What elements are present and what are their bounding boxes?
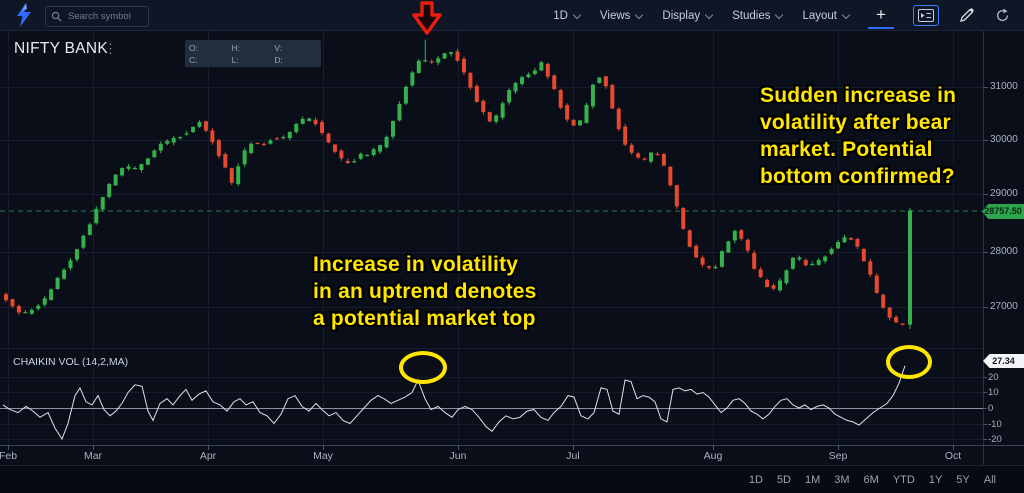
search-input[interactable] (66, 10, 143, 23)
range-button-all[interactable]: All (983, 473, 996, 486)
last-price-badge: 28757.50 (982, 204, 1024, 219)
menu-label: Layout (802, 10, 837, 22)
indicator-label[interactable]: CHAIKIN VOL (14,2,MA) (13, 356, 129, 368)
menu-label: Views (599, 10, 631, 22)
legend-column: O: C: (189, 41, 232, 66)
legend-field: H: (231, 42, 241, 53)
legend-field: L: (231, 54, 239, 65)
range-footer: 1D 5D 1M 3M 6M YTD 1Y 5Y All (0, 465, 1024, 493)
panel-toggle-icon (918, 8, 934, 22)
legend-field: V: (274, 42, 283, 53)
time-axis-label: Feb (0, 450, 18, 462)
candles-series (4, 39, 912, 329)
time-axis-label: Aug (703, 450, 723, 462)
menu-label: Display (662, 10, 701, 22)
range-button-ytd[interactable]: YTD (892, 473, 915, 486)
kebab-menu-icon[interactable]: ⋮ (104, 41, 117, 56)
range-button-5y[interactable]: 5Y (956, 473, 970, 486)
panel-toggle-button[interactable] (913, 4, 939, 26)
indicator-axis-label: 0 (988, 403, 994, 414)
annotation-line: Increase in volatility (313, 253, 519, 276)
legend-column: V: D: (274, 41, 317, 66)
indicator-axis-label: 20 (988, 372, 999, 383)
price-axis-label: 29000 (990, 188, 1018, 199)
annotation-line: bottom confirmed? (760, 165, 955, 188)
legend-column: H: L: (232, 41, 275, 66)
indicator-axis-label: -20 (988, 434, 1002, 445)
menu-layout[interactable]: Layout (802, 10, 851, 22)
ellipse-annotation-uptrend[interactable] (399, 351, 447, 384)
time-axis-label: Mar (83, 450, 103, 462)
annotation-line: market. Potential (760, 138, 933, 161)
price-axis-label: 30000 (990, 134, 1018, 145)
add-chart-label: + (876, 5, 886, 24)
indicator-axis-label: -10 (988, 419, 1002, 430)
chevron-down-icon (572, 10, 582, 19)
draw-button[interactable] (959, 7, 975, 23)
refresh-button[interactable] (995, 7, 1010, 23)
toolbar-right-group: 1D Views Display Studies Layout + (533, 0, 1010, 30)
price-axis-label: 31000 (990, 81, 1018, 92)
chevron-down-icon (635, 10, 644, 19)
range-button-1m[interactable]: 1M (804, 473, 821, 486)
time-axis-label: Sep (828, 450, 848, 462)
lightning-bolt-icon[interactable] (14, 3, 34, 28)
annotation-line: Sudden increase in (760, 84, 957, 107)
range-button-3m[interactable]: 3M (834, 473, 850, 486)
menu-display[interactable]: Display (662, 10, 714, 22)
toolbar-menus: 1D Views Display Studies Layout (533, 6, 851, 24)
red-down-arrow-icon (412, 1, 442, 35)
add-chart-button[interactable]: + (868, 3, 894, 29)
symbol-title[interactable]: NIFTY BANK (14, 40, 109, 57)
active-tab-underline (868, 27, 894, 29)
time-axis-label: Jun (449, 450, 467, 462)
indicator-axis-label: 10 (988, 387, 999, 398)
annotation-line: in an uptrend denotes (313, 280, 537, 303)
menu-label: Studies (732, 10, 771, 22)
time-axis-label: May (313, 450, 333, 462)
text-annotation-uptrend[interactable]: Increase in volatility in an uptrend deno… (313, 251, 537, 332)
range-button-5d[interactable]: 5D (776, 473, 791, 486)
price-axis-label: 27000 (990, 301, 1018, 312)
chevron-down-icon (704, 10, 714, 19)
gridlines (0, 30, 1024, 465)
range-button-6m[interactable]: 6M (863, 473, 879, 486)
chevron-down-icon (841, 10, 851, 19)
range-button-1y[interactable]: 1Y (928, 473, 943, 486)
ohlc-legend: O: C: H: L: V: D: (185, 40, 321, 67)
pencil-icon (960, 8, 974, 22)
range-button-1d[interactable]: 1D (748, 473, 763, 486)
chaikin-line (2, 365, 906, 441)
time-axis-label: Jul (566, 450, 580, 462)
chevron-down-icon (775, 10, 784, 19)
legend-field: O: (189, 42, 198, 53)
range-button-row: 1D 5D 1M 3M 6M YTD 1Y 5Y All (749, 474, 996, 486)
red-down-arrow-annotation[interactable] (411, 1, 443, 41)
magnifier-icon (51, 11, 62, 22)
legend-field: D: (274, 54, 283, 65)
refresh-icon (997, 7, 1009, 21)
legend-field: C: (189, 54, 198, 65)
top-toolbar: 1D Views Display Studies Layout + (0, 0, 1024, 31)
menu-label: 1D (553, 10, 568, 22)
search-box[interactable] (45, 6, 149, 27)
annotation-line: volatility after bear (760, 111, 951, 134)
text-annotation-bottom[interactable]: Sudden increase in volatility after bear m… (760, 82, 956, 190)
menu-1d[interactable]: 1D (553, 10, 582, 22)
menu-views[interactable]: Views (599, 10, 644, 22)
price-axis-label: 28000 (990, 246, 1018, 257)
menu-studies[interactable]: Studies (732, 10, 784, 22)
annotation-line: a potential market top (313, 307, 536, 330)
ellipse-annotation-bottom[interactable] (886, 345, 932, 379)
time-axis-label: Oct (944, 450, 962, 462)
indicator-value-badge: 27.34 (983, 354, 1024, 368)
time-axis-label: Apr (199, 450, 217, 462)
